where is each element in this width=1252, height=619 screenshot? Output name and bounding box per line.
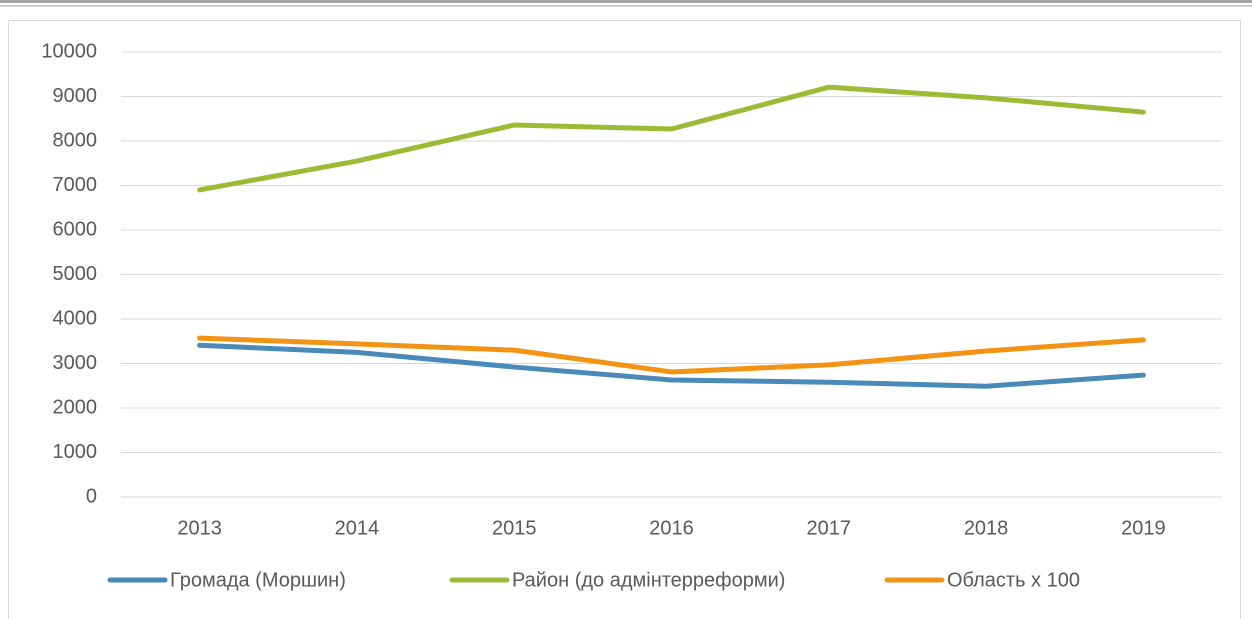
y-tick-label: 6000 [53,218,98,240]
x-tick-label: 2016 [649,517,694,539]
series-line [197,335,1146,375]
top-border [0,0,1252,3]
x-tick-label: 2014 [335,517,380,539]
x-tick-label: 2015 [492,517,537,539]
y-tick-label: 5000 [53,263,98,285]
x-tick-label: 2018 [964,517,1009,539]
y-tick-label: 7000 [53,174,98,196]
legend-label: Громада (Моршин) [170,569,346,591]
top-border [0,5,1252,7]
y-tick-label: 2000 [53,396,98,418]
series-line [197,84,1146,193]
x-tick-label: 2017 [807,517,852,539]
y-tick-label: 4000 [53,307,98,329]
y-tick-label: 0 [86,485,97,507]
x-tick-label: 2013 [177,517,222,539]
y-tick-label: 9000 [53,85,98,107]
legend-label: Район (до адмінтерреформи) [512,569,785,591]
x-tick-label: 2019 [1121,517,1166,539]
y-tick-label: 8000 [53,129,98,151]
y-tick-label: 3000 [53,352,98,374]
series-line [197,342,1146,389]
y-tick-label: 10000 [41,40,97,62]
y-tick-label: 1000 [53,441,98,463]
legend-label: Область х 100 [947,569,1080,591]
